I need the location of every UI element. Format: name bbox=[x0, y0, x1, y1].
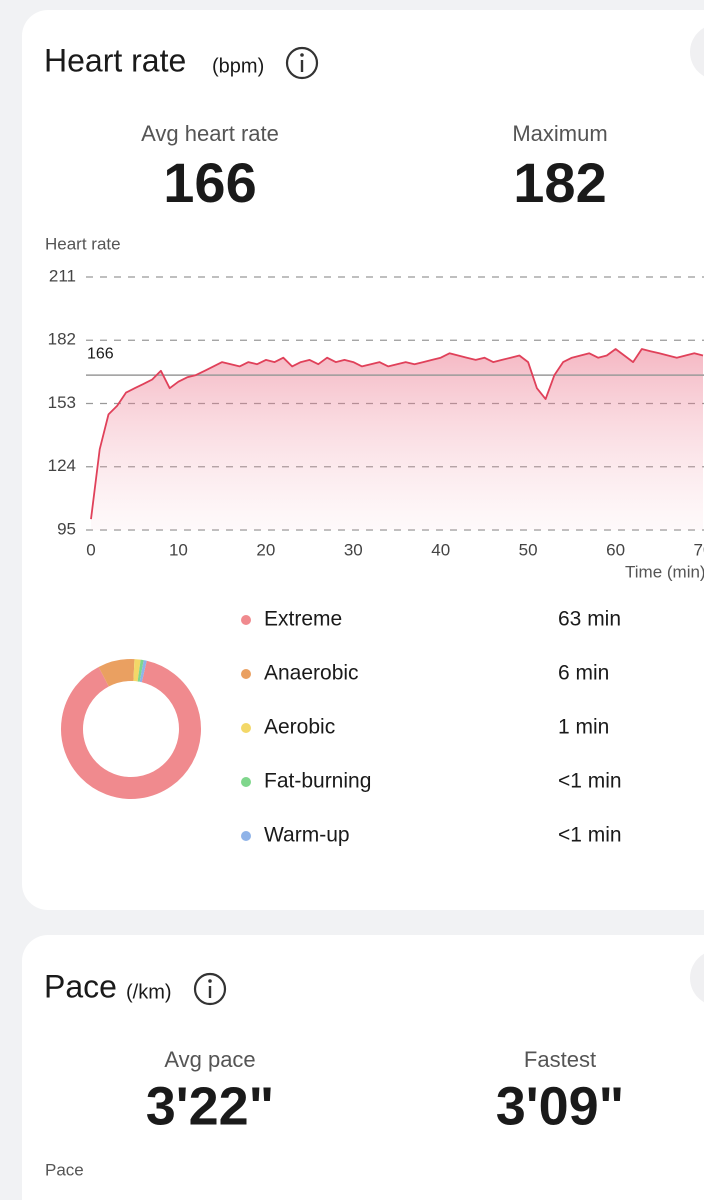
stat-label: Avg heart rate bbox=[141, 121, 279, 146]
card-unit: (bpm) bbox=[212, 55, 264, 77]
stat-value: 3'09" bbox=[496, 1076, 625, 1136]
legend-value: <1 min bbox=[558, 824, 622, 847]
y-tick-label: 124 bbox=[48, 456, 76, 475]
donut-segment bbox=[61, 660, 201, 799]
legend-value: 6 min bbox=[558, 662, 609, 685]
card-unit: (/km) bbox=[126, 981, 172, 1003]
legend-label: Extreme bbox=[264, 608, 342, 631]
y-axis-label: Pace bbox=[45, 1160, 84, 1179]
avg-label: 166 bbox=[87, 345, 114, 362]
y-axis-label: Heart rate bbox=[45, 234, 121, 253]
legend-value: 1 min bbox=[558, 716, 609, 739]
card-title: Pace bbox=[44, 968, 117, 1004]
y-tick-label: 153 bbox=[48, 393, 76, 412]
area bbox=[91, 349, 703, 530]
legend-dot bbox=[241, 831, 251, 841]
stat-label: Avg pace bbox=[164, 1047, 255, 1072]
card-button[interactable] bbox=[690, 24, 704, 80]
x-tick-label: 60 bbox=[606, 540, 625, 559]
card-title: Heart rate bbox=[44, 42, 186, 78]
card-button[interactable] bbox=[690, 950, 704, 1006]
legend-dot bbox=[241, 723, 251, 733]
legend-label: Fat-burning bbox=[264, 770, 371, 793]
x-tick-label: 0 bbox=[86, 540, 95, 559]
x-tick-label: 10 bbox=[169, 540, 188, 559]
y-tick-label: 182 bbox=[48, 330, 76, 349]
line bbox=[90, 348, 704, 520]
pace-card bbox=[22, 935, 704, 1200]
x-tick-label: 40 bbox=[431, 540, 450, 559]
x-tick-label: 20 bbox=[256, 540, 275, 559]
legend-label: Warm-up bbox=[264, 824, 350, 847]
y-tick-label: 95 bbox=[57, 519, 76, 538]
legend-dot bbox=[241, 777, 251, 787]
legend-label: Aerobic bbox=[264, 716, 335, 739]
legend-dot bbox=[241, 669, 251, 679]
legend-dot bbox=[241, 615, 251, 625]
info-icon[interactable] bbox=[285, 46, 319, 80]
info-icon[interactable] bbox=[193, 972, 227, 1006]
y-tick-label: 211 bbox=[49, 266, 76, 285]
stat-label: Maximum bbox=[512, 121, 607, 146]
donut-segment bbox=[98, 659, 135, 687]
x-axis-label: Time (min) bbox=[625, 562, 704, 581]
x-tick-label: 50 bbox=[519, 540, 538, 559]
x-tick-label: 30 bbox=[344, 540, 363, 559]
legend-value: 63 min bbox=[558, 608, 621, 631]
stat-label: Fastest bbox=[524, 1047, 596, 1072]
stat-value: 3'22" bbox=[146, 1076, 275, 1136]
legend-label: Anaerobic bbox=[264, 662, 359, 685]
x-tick-label: 70 bbox=[694, 540, 704, 559]
stat-value: 182 bbox=[513, 151, 606, 214]
stat-value: 166 bbox=[163, 151, 256, 214]
donut-segment bbox=[139, 660, 147, 683]
legend-value: <1 min bbox=[558, 770, 622, 793]
